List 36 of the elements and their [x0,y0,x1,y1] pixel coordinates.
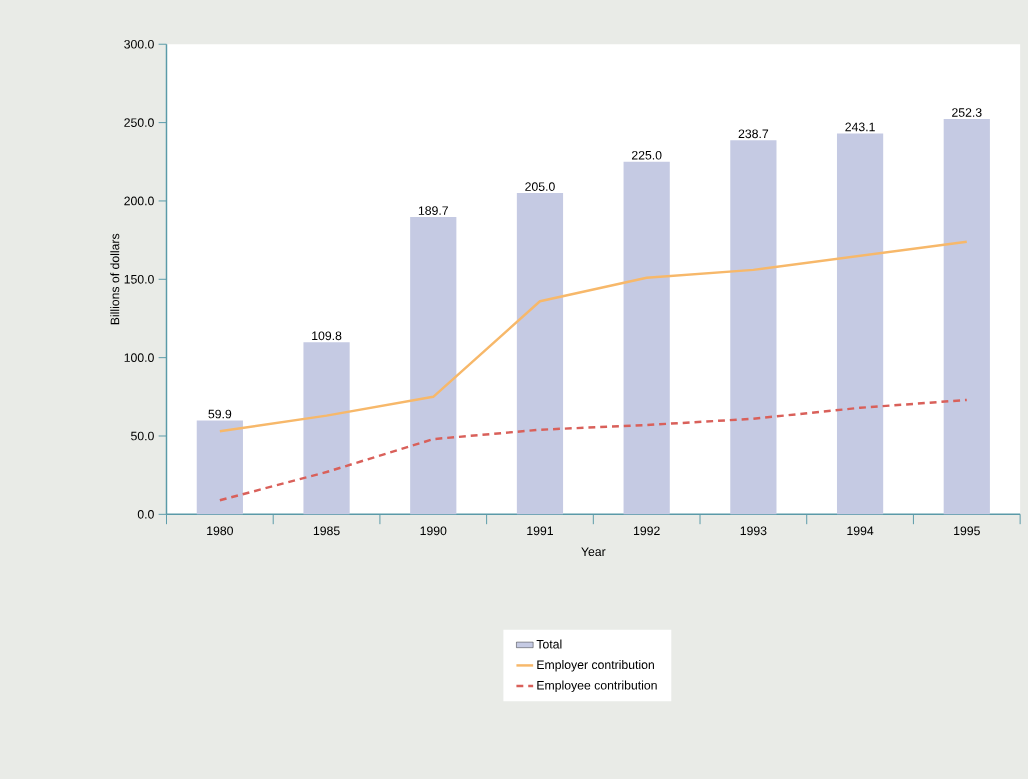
y-tick-label: 100.0 [124,353,154,363]
bar [410,217,457,515]
y-tick-label: 250.0 [124,118,154,127]
x-tick-label: 1990 [420,526,447,536]
y-axis-title: Billions of dollars [110,233,120,325]
x-tick-label: 1995 [954,526,980,536]
bar [836,133,884,515]
bar [943,119,990,515]
x-tick-label: 1993 [740,526,767,536]
bar [303,342,350,515]
x-tick-label: 1985 [313,526,340,536]
bar [730,140,777,515]
x-tick-label: 1992 [633,526,660,536]
data-label: 205.0 [525,182,555,191]
data-label: 225.0 [631,150,662,160]
y-tick-label: 50.0 [131,431,154,441]
bar [196,420,243,515]
legend-label: Employer contribution [537,660,654,672]
legend-label: Employee contribution [537,680,657,693]
x-tick-label: 1980 [207,526,233,536]
y-tick-label: 0.0 [137,510,154,519]
x-axis-title: Year [581,547,606,557]
y-tick-label: 200.0 [124,196,154,206]
x-tick-label: 1994 [847,526,874,536]
data-label: 189.7 [418,206,448,215]
bar [516,193,564,515]
data-label: 238.7 [738,129,769,139]
data-label: 252.3 [952,108,982,117]
legend-label: Total [536,639,562,649]
x-tick-label: 1991 [527,526,553,536]
bar [623,161,670,515]
data-label: 243.1 [845,122,875,132]
y-tick-label: 300.0 [124,39,154,49]
y-tick-label: 150.0 [124,275,154,284]
data-label: 109.8 [312,331,342,341]
data-label: 59.9 [208,409,232,419]
